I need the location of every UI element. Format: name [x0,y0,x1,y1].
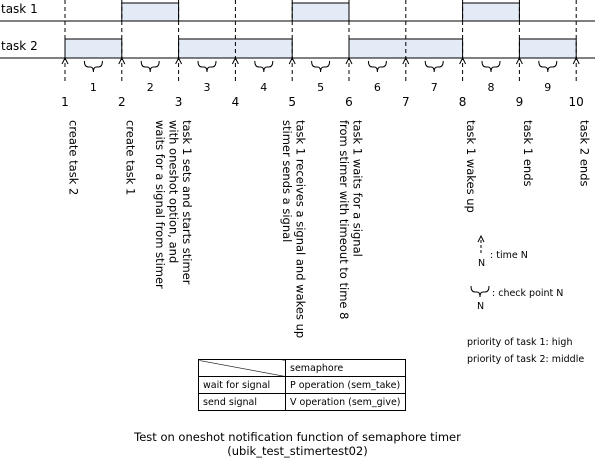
event-text-line: task 1 wakes up [464,120,478,213]
time-arrow-icon [288,56,296,65]
task1-run-bar [121,2,180,22]
checkpoint-number: 2 [147,81,154,94]
event-label: task 1 wakes up [464,120,478,213]
checkpoint-brace-icon [197,60,217,73]
time-number: 5 [288,95,296,109]
event-text-line: waits for a signal from stimer [153,120,167,289]
table-cell-operation: V operation (sem_give) [285,393,406,411]
task2-run-bar [348,38,464,59]
checkpoint-brace-icon [424,60,444,73]
priority-task2: priority of task 2: middle [467,354,584,365]
time-number: 4 [232,95,240,109]
checkpoint-brace-icon [140,60,160,73]
event-label: create task 1 [123,120,137,195]
event-label: task 1 ends [521,120,535,187]
caption-title: Test on oneshot notification function of… [134,430,461,444]
time-number: 9 [516,95,524,109]
checkpoint-brace-icon [254,60,274,73]
event-label: create task 2 [67,120,81,195]
checkpoint-brace-icon [311,60,331,73]
event-text-line: task 1 ends [521,120,535,187]
task1-run-bar [462,2,520,22]
time-arrow-icon [118,56,126,65]
time-arrow-icon [402,56,410,65]
time-arrow-icon [345,56,353,65]
event-text-line: create task 2 [67,120,81,195]
table-header-diagonal-cell [198,359,286,377]
checkpoint-number: 9 [544,81,551,94]
time-arrow-icon [175,56,183,65]
table-row: semaphore [198,359,406,377]
task2-label: task 2 [1,39,38,53]
time-arrow-icon [459,56,467,65]
task2-run-bar [518,38,577,59]
time-arrow-icon [572,56,580,65]
time-arrow-icon [515,56,523,65]
time-number: 1 [61,95,69,109]
caption-subtitle: (ubik_test_stimertest02) [227,444,368,458]
legend-time-text: : time N [490,250,528,261]
time-number: 8 [459,95,467,109]
time-arrow-icon [61,56,69,65]
checkpoint-brace-icon [367,60,387,73]
event-text-line: with oneshot option, and [167,120,181,263]
table-cell-action: wait for signal [198,376,286,394]
checkpoint-number: 6 [374,81,381,94]
time-arrow-icon [231,56,239,65]
checkpoint-number: 8 [488,81,495,94]
checkpoint-number: 4 [260,81,267,94]
task2-run-bar [178,38,293,59]
event-label: task 2 ends [578,120,592,187]
event-text-line: task 1 sets and starts stimer [180,120,194,285]
event-text-line: create task 1 [123,120,137,195]
table-row: wait for signal P operation (sem_take) [198,376,406,394]
event-label: task 1 receives a signal and wakes upsti… [280,120,308,338]
time-number: 7 [402,95,410,109]
table-row: send signal V operation (sem_give) [198,393,406,411]
task2-run-bar [64,38,123,59]
event-text-line: task 2 ends [578,120,592,187]
table-header-semaphore: semaphore [285,359,406,377]
legend-time-n: N [478,258,485,269]
event-text-line: task 1 receives a signal and wakes up [294,120,308,338]
checkpoint-brace-icon [83,60,103,73]
time-number: 3 [175,95,183,109]
checkpoint-number: 7 [431,81,438,94]
event-text-line: task 1 waits for a signal [351,120,365,257]
legend-brace-icon [470,285,490,298]
checkpoint-number: 5 [317,81,324,94]
table-cell-action: send signal [198,393,286,411]
legend-time-arrow-icon [477,234,485,243]
checkpoint-number: 3 [204,81,211,94]
task1-label: task 1 [1,2,38,16]
time-number: 10 [569,95,584,109]
checkpoint-brace-icon [481,60,501,73]
event-text-line: from stimer with timeout to time 8 [337,120,351,319]
task1-run-bar [291,2,350,22]
time-number: 2 [118,95,126,109]
event-text-line: stimer sends a signal [280,120,294,242]
table-cell-operation: P operation (sem_take) [285,376,406,394]
legend-checkpoint-n: N [477,301,484,312]
checkpoint-number: 1 [90,81,97,94]
time-number: 6 [345,95,353,109]
checkpoint-brace-icon [538,60,558,73]
legend-checkpoint-text: : check point N [492,288,563,299]
priority-task1: priority of task 1: high [467,337,572,348]
semaphore-table: semaphore wait for signal P operation (s… [198,359,406,411]
